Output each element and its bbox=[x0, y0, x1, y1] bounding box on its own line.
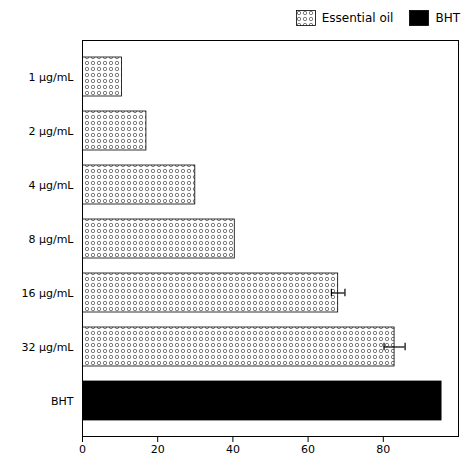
html-text:Essential oil: Essential oil bbox=[321, 11, 394, 25]
html-text:BHT: BHT bbox=[435, 11, 460, 25]
svg-text:0: 0 bbox=[79, 443, 86, 456]
svg-text:16 μg/mL: 16 μg/mL bbox=[21, 287, 74, 300]
svg-text:20: 20 bbox=[151, 443, 165, 456]
svg-text:60: 60 bbox=[301, 443, 315, 456]
svg-text:2 μg/mL: 2 μg/mL bbox=[28, 125, 74, 138]
svg-text:8 μg/mL: 8 μg/mL bbox=[28, 233, 74, 246]
svg-text:1 μg/mL: 1 μg/mL bbox=[28, 71, 74, 84]
svg-text:80: 80 bbox=[376, 443, 390, 456]
svg-text:32 μg/mL: 32 μg/mL bbox=[21, 341, 74, 354]
svg-text:40: 40 bbox=[226, 443, 240, 456]
svg-text:BHT: BHT bbox=[51, 395, 74, 408]
svg-text:4 μg/mL: 4 μg/mL bbox=[28, 179, 74, 192]
